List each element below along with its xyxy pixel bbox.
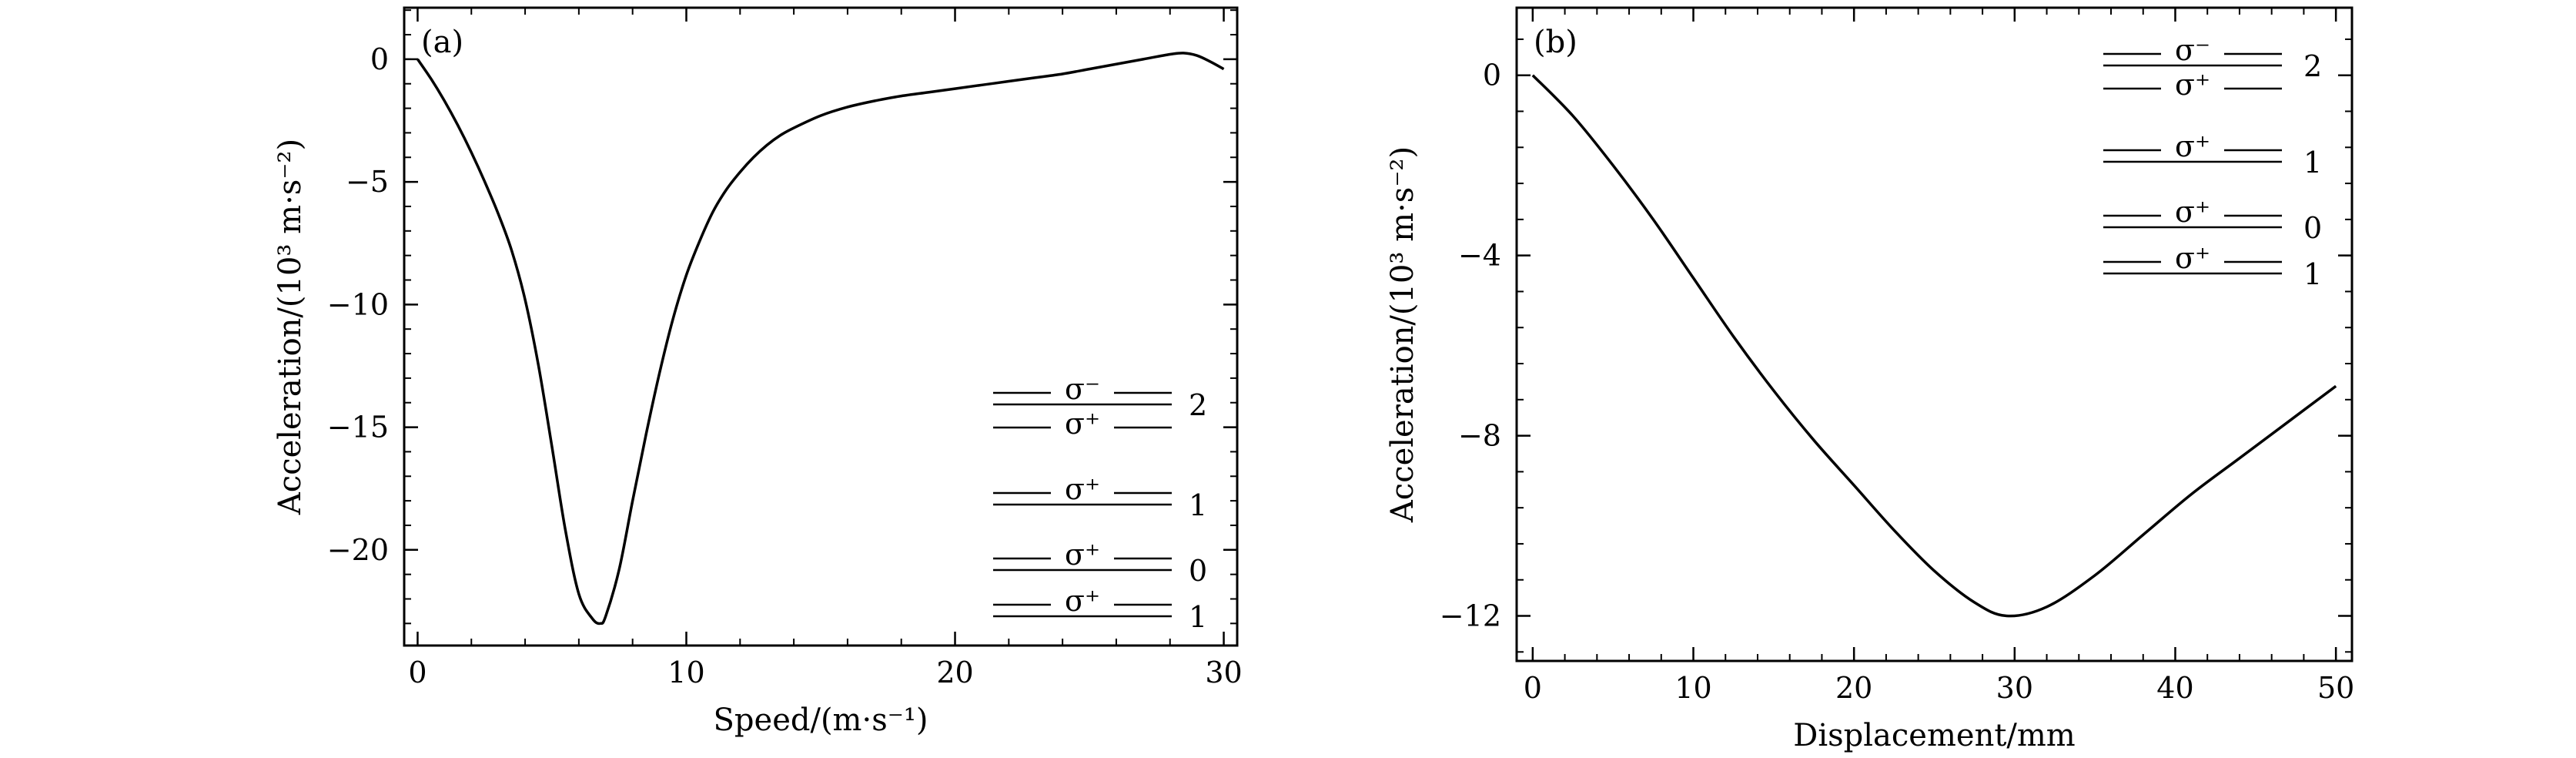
level-label: σ⁺ (2175, 241, 2210, 275)
level-number: 1 (2303, 146, 2322, 179)
y-tick-label: −20 (327, 533, 389, 567)
x-tick-label: 30 (1996, 671, 2033, 705)
plot-frame (1515, 6, 2354, 662)
level-number: 1 (1189, 600, 1207, 634)
x-tick-label: 20 (936, 656, 973, 689)
panel-label: (b) (1534, 25, 1577, 60)
y-tick-label: 0 (370, 42, 389, 76)
x-axis-title: Displacement/mm (1793, 718, 2075, 753)
level-number: 2 (2303, 49, 2322, 83)
level-label: σ⁺ (2175, 195, 2210, 229)
level-label: σ⁻ (2175, 33, 2210, 67)
level-label: σ⁻ (1065, 372, 1100, 406)
y-tick-label: −15 (327, 411, 389, 444)
level-label: σ⁺ (1065, 407, 1100, 441)
y-tick-label: −8 (1458, 419, 1501, 453)
y-axis-title: Acceleration/(10³ m·s⁻²) (1385, 146, 1420, 523)
chart-panel-b: 0 10 20 30 40 500−4−8−12Displacement/mmAccele… (1385, 6, 2354, 753)
x-tick-label: 0 (408, 656, 427, 689)
series-line-0 (1531, 74, 2337, 618)
series-line-0 (417, 52, 1225, 626)
y-tick-label: 0 (1483, 59, 1501, 92)
chart-panel-a: 0 10 20 300−5−10−15−20Speed/(m·s⁻¹)Accelera… (273, 6, 1243, 738)
y-tick-label: −10 (327, 287, 389, 321)
level-label: σ⁺ (1065, 472, 1100, 506)
x-tick-label: 10 (667, 656, 704, 689)
level-number: 0 (1189, 554, 1207, 588)
x-tick-label: 0 (1524, 671, 1542, 705)
level-number: 2 (1189, 388, 1207, 422)
energy-level-legend: σ⁻σ⁺2σ⁺ 1σ⁺ 0σ⁺ 1 (993, 372, 1207, 634)
x-tick-label: 30 (1205, 656, 1242, 689)
level-label: σ⁺ (1065, 538, 1100, 572)
level-number: 1 (1189, 488, 1207, 522)
level-number: 1 (2303, 257, 2322, 291)
x-tick-label: 40 (2156, 671, 2193, 705)
x-tick-label: 50 (2317, 671, 2354, 705)
x-tick-label: 10 (1674, 671, 1711, 705)
panel-label: (a) (421, 25, 463, 60)
y-tick-label: −4 (1458, 239, 1501, 273)
x-tick-label: 20 (1835, 671, 1872, 705)
level-label: σ⁺ (1065, 584, 1100, 618)
level-label: σ⁺ (2175, 129, 2210, 163)
level-label: σ⁺ (2175, 68, 2210, 102)
level-number: 0 (2303, 211, 2322, 245)
y-tick-label: −5 (346, 165, 389, 199)
y-tick-label: −12 (1440, 599, 1501, 633)
x-axis-title: Speed/(m·s⁻¹) (714, 703, 928, 738)
plot-frame (403, 6, 1239, 647)
y-axis-title: Acceleration/(10³ m·s⁻²) (273, 139, 308, 515)
energy-level-legend: σ⁻σ⁺2σ⁺ 1σ⁺ 0σ⁺ 1 (2103, 33, 2322, 291)
